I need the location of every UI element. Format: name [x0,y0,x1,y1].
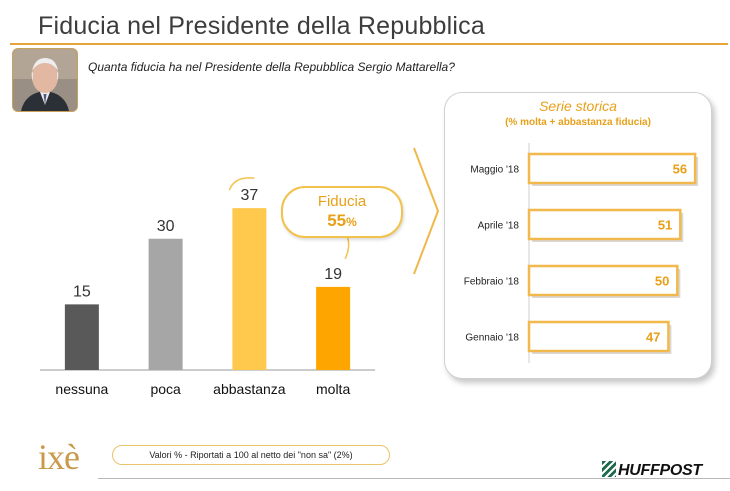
fiducia-bar-chart: 15 nessuna 30 poca 37 abbastanza 19 molta [40,177,375,397]
title-divider [10,43,728,45]
series-category-label: Aprile '18 [478,221,520,232]
huffpost-mark-icon [602,461,616,477]
series-bar-Gennaio '18 [527,320,670,353]
bar-nessuna [64,304,99,370]
bar-value-label: 15 [73,283,91,300]
chevron-right-icon [413,147,440,275]
category-label: abbastanza [213,381,286,397]
survey-question: Quanta fiducia ha nel Presidente della R… [88,60,455,74]
huffpost-logo: HUFFPOST [602,461,702,483]
bar-abbastanza [232,208,267,370]
bar-molta [316,286,351,370]
series-bar-Aprile '18 [527,208,682,241]
serie-storica-panel: Serie storica (% molta + abbastanza fidu… [444,92,712,379]
fiducia-value-wrap: 55% [283,211,401,231]
series-category-label: Maggio '18 [470,165,519,176]
serie-storica-chart: 56 Maggio '18 51 Aprile '18 50 Febbraio '18 47… [464,143,699,363]
fiducia-total-bubble: Fiducia 55% [281,186,403,238]
series-value-label: 56 [673,162,687,177]
bar-value-label: 19 [324,266,342,283]
fiducia-value: 55 [327,211,347,230]
category-label: nessuna [55,381,108,397]
bracket-arc-left [228,177,255,191]
bar-poca [148,238,183,370]
page-title: Fiducia nel Presidente della Repubblica [38,12,485,40]
ixe-logo: ixè [38,437,80,477]
series-category-label: Gennaio '18 [465,333,519,344]
president-portrait [12,48,78,112]
series-value-label: 51 [658,218,672,233]
footer-divider [98,478,730,479]
category-label: molta [316,381,350,397]
series-bar-Febbraio '18 [527,264,679,297]
huffpost-wordmark: HUFFPOST [618,462,702,479]
serie-storica-title: Serie storica [539,98,617,114]
bar-value-label: 30 [157,218,175,235]
serie-storica-subtitle: (% molta + abbastanza fiducia) [505,117,651,128]
series-bar-Maggio '18 [527,152,697,185]
series-value-label: 50 [655,274,669,289]
series-category-label: Febbraio '18 [464,277,520,288]
fiducia-label: Fiducia [317,193,367,210]
footnote: Valori % - Riportati a 100 al netto dei … [112,445,390,465]
fiducia-unit: % [346,215,357,229]
series-value-label: 47 [646,330,660,345]
category-label: poca [150,381,181,397]
bar-value-label: 37 [240,187,258,204]
